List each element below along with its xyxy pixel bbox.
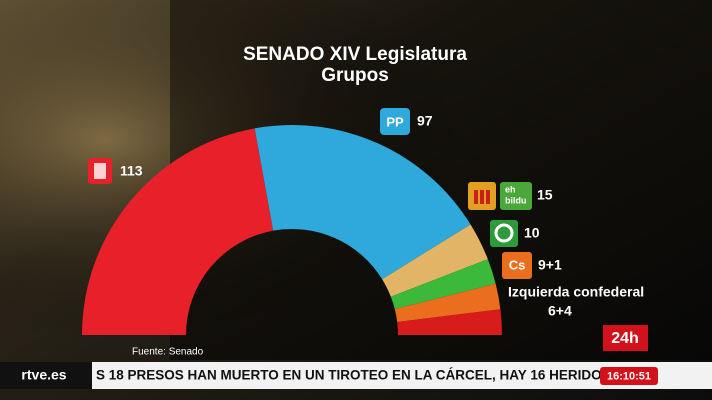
seat-segment: [82, 128, 274, 335]
value-label: 113: [120, 163, 143, 179]
seat-segment: [397, 309, 502, 335]
clock: 16:10:51: [607, 370, 651, 382]
value-label: 15: [537, 187, 553, 203]
erc-logo: [468, 182, 496, 210]
value-label: 9+1: [538, 257, 562, 273]
pp-logo: PP: [380, 108, 410, 135]
seat-segment: [390, 259, 496, 310]
clock-bg: [600, 367, 658, 385]
ticker-bar: [0, 362, 712, 389]
value-label: 6+4: [548, 303, 572, 319]
ticker-brand-bg: [0, 362, 92, 389]
pnv-logo: [490, 220, 518, 247]
ticker-brand: rtve.es: [21, 367, 66, 383]
psoe-logo: [88, 158, 112, 184]
ticker-headline: S 18 PRESOS HAN MUERTO EN UN TIROTEO EN …: [96, 368, 611, 383]
channel: 24h: [611, 330, 639, 347]
bildu-logo: eh bildu: [500, 182, 532, 210]
cs-logo-text: Cs: [509, 257, 526, 272]
value-label: 97: [417, 113, 433, 129]
channel-badge: [603, 325, 648, 351]
category-label: Izquierda confederal: [508, 284, 644, 300]
cs-logo: Cs: [502, 252, 532, 279]
source: Fuente: Senado: [132, 347, 204, 358]
seat-segment: [254, 125, 471, 280]
bildu-logo-text: bildu: [505, 195, 527, 205]
seat-segment: [394, 283, 501, 322]
pp-logo-text: PP: [386, 114, 404, 129]
chart-subtitle: Grupos: [321, 65, 389, 86]
seat-segment: [382, 224, 488, 297]
value-label: 10: [524, 225, 540, 241]
chart-title: SENADO XIV Legislatura: [243, 44, 467, 65]
bildu-logo-text: eh: [505, 184, 516, 194]
